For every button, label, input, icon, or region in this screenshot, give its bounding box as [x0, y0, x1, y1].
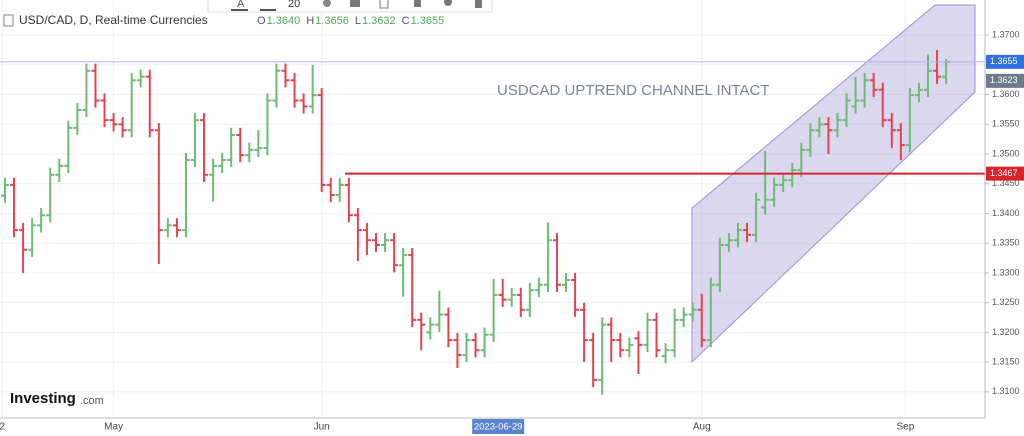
y-tick-label: 1.3400 [992, 208, 1020, 218]
x-tick-label: 2 [0, 422, 5, 433]
y-tick-label: 1.3350 [992, 238, 1020, 248]
last-price-label: 1.3655 [990, 56, 1018, 66]
y-tick-label: 1.3450 [992, 178, 1020, 188]
legend-key: L [355, 15, 361, 27]
legend-key: C [402, 15, 410, 27]
y-tick-label: 1.3550 [992, 119, 1020, 129]
legend-key: O [257, 15, 266, 27]
visibility-icon[interactable] [444, 0, 452, 6]
crosshair-price-box [986, 73, 1024, 88]
toolbar: A 20 [207, 0, 493, 13]
delete-icon[interactable] [475, 0, 482, 8]
x-tick-label: Aug [693, 422, 711, 433]
support-box [986, 166, 1024, 181]
logo-brand: Investing [10, 390, 76, 407]
chart-title: USD/CAD, D, Real-time Currencies [19, 13, 208, 27]
grid [0, 0, 985, 418]
y-tick-label: 1.3150 [992, 356, 1020, 366]
font-size[interactable]: 20 [288, 0, 300, 10]
crosshair-date: 2023-06-29 [474, 422, 523, 433]
settings-icon[interactable] [323, 0, 331, 7]
overlays [0, 61, 985, 175]
last-price-box [986, 54, 1024, 69]
clone-icon[interactable] [379, 0, 389, 9]
bars [0, 49, 951, 395]
legend-value: 1.3632 [362, 15, 396, 27]
y-tick-label: 1.3200 [992, 327, 1020, 337]
uptrend-channel [691, 4, 976, 364]
y-tick-label: 1.3700 [992, 29, 1020, 39]
legend-value: 1.3655 [411, 15, 445, 27]
text-tool[interactable]: A [237, 0, 245, 10]
y-tick-label: 1.3100 [992, 386, 1020, 396]
collapse-icon[interactable] [3, 14, 14, 27]
annotation: USDCAD UPTREND CHANNEL INTACT [497, 82, 770, 99]
axes: 1.37001.36501.36001.35501.35001.34501.34… [0, 29, 1024, 434]
legend-key: H [306, 15, 314, 27]
y-tick-label: 1.3300 [992, 267, 1020, 277]
template-icon[interactable] [350, 0, 360, 7]
ohlc-legend: O 1.3640 H 1.3656 L 1.3632 C 1.3655 [257, 15, 444, 27]
y-tick-label: 1.3600 [992, 89, 1020, 99]
y-tick-label: 1.3250 [992, 297, 1020, 307]
lock-icon[interactable] [414, 0, 421, 7]
legend-value: 1.3656 [315, 15, 349, 27]
logo-suffix: .com [80, 395, 104, 407]
x-tick-label: Sep [896, 422, 914, 433]
crosshair-price-label: 1.3623 [990, 75, 1018, 85]
legend-value: 1.3640 [267, 15, 301, 27]
y-tick-label: 1.3500 [992, 148, 1020, 158]
x-tick-label: Jun [314, 422, 330, 433]
crosshair-date-box [472, 419, 525, 434]
x-tick-label: May [104, 422, 123, 433]
support-label: 1.3467 [990, 168, 1018, 178]
